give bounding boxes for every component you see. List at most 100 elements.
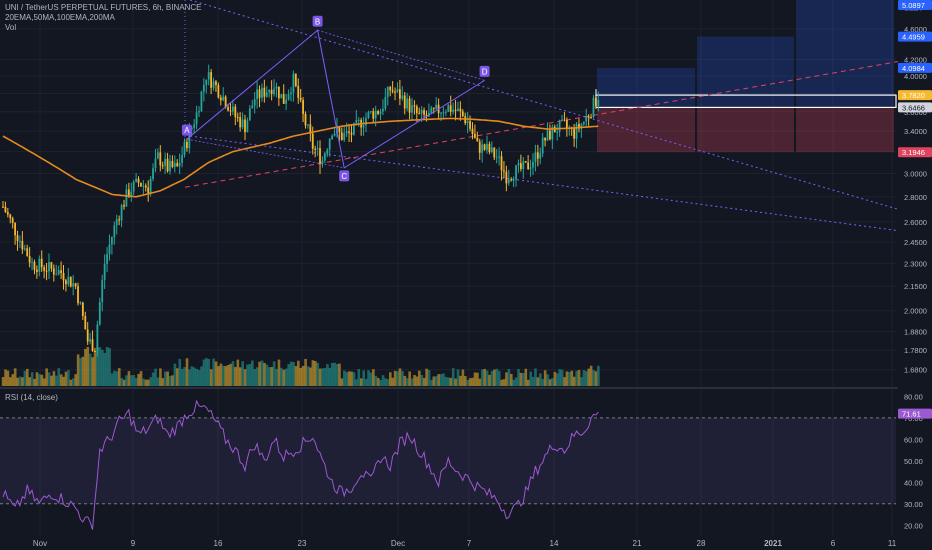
candle-body xyxy=(309,124,312,134)
volume-bar xyxy=(505,372,508,386)
price-axis[interactable]: USDT1.68001.78001.88002.00002.15002.3000… xyxy=(898,0,932,536)
volume-bar xyxy=(444,376,448,386)
candle-body xyxy=(452,109,455,112)
candle-body xyxy=(345,131,348,134)
volume-bar xyxy=(471,377,474,386)
volume-bar xyxy=(420,374,424,386)
volume-bar xyxy=(306,366,310,386)
pattern-point-badge xyxy=(312,15,323,27)
volume-bar xyxy=(391,377,395,386)
candle-body xyxy=(319,148,321,164)
price-tick-label: 4.6000 xyxy=(904,25,927,34)
volume-bar xyxy=(270,367,274,386)
volume-bar xyxy=(510,373,513,386)
volume-bar xyxy=(553,371,557,386)
volume-bar xyxy=(543,370,547,386)
price-label-bg xyxy=(898,102,932,113)
price-label-text: 3.1946 xyxy=(902,148,925,157)
volume-bar xyxy=(59,374,63,386)
candle-body xyxy=(111,237,113,245)
candle-body xyxy=(481,144,484,153)
volume-bar xyxy=(563,377,566,386)
volume-bar xyxy=(495,368,499,386)
candle-body xyxy=(597,100,600,106)
moving-average xyxy=(2,117,599,198)
volume-bar xyxy=(478,378,482,386)
pattern-ac-line xyxy=(186,138,345,169)
volume-bar xyxy=(410,378,414,386)
volume-bar xyxy=(418,370,421,386)
candle-body xyxy=(67,276,70,285)
volume-bar xyxy=(449,377,453,386)
volume-bar xyxy=(79,357,82,386)
volume-bar xyxy=(6,370,10,386)
candle-body xyxy=(200,91,203,112)
volume-bar xyxy=(214,361,218,386)
candle-body xyxy=(558,120,561,132)
volume-bar xyxy=(502,379,506,386)
candle-body xyxy=(222,96,225,101)
candle-body xyxy=(50,262,53,269)
volume-bar xyxy=(265,364,269,386)
volume-bar xyxy=(91,357,94,386)
volume-bar xyxy=(81,356,85,386)
candle-body xyxy=(273,88,275,95)
rsi-legend[interactable]: RSI (14, close) xyxy=(5,393,58,402)
candle-body xyxy=(546,130,549,141)
candle-body xyxy=(503,170,505,172)
time-tick-label: 21 xyxy=(633,539,642,548)
volume-bar xyxy=(217,366,220,386)
pattern-point-label: B xyxy=(315,17,320,26)
volume-bar xyxy=(531,376,535,386)
time-axis[interactable]: Nov 9 16 23 Dec 7 14 21 28 2021 6 11 xyxy=(0,536,932,550)
volume-bar xyxy=(328,367,332,386)
price-label-bg xyxy=(898,0,932,10)
candle-body xyxy=(495,157,498,159)
volume-bar xyxy=(577,370,581,386)
volume-bar xyxy=(30,372,34,386)
candle-body xyxy=(476,137,479,142)
candle-body xyxy=(103,264,106,280)
volume-bar xyxy=(40,374,44,386)
symbol-title[interactable]: UNI / TetherUS PERPETUAL FUTURES, 6h, BI… xyxy=(5,3,202,12)
volume-bar xyxy=(115,371,119,386)
candle-body xyxy=(323,154,326,161)
volume-bar xyxy=(367,370,370,386)
candle-body xyxy=(580,124,583,129)
candle-body xyxy=(326,149,329,155)
time-tick-label: 11 xyxy=(888,539,897,548)
candle-body xyxy=(118,219,121,221)
price-tick-label: 2.1500 xyxy=(904,282,927,291)
volume-bar xyxy=(277,359,281,386)
candle-body xyxy=(519,163,522,169)
volume-bar xyxy=(224,366,228,386)
volume-bar xyxy=(168,375,172,386)
indicators-label[interactable]: 20EMA,50MA,100EMA,200MA xyxy=(5,13,115,22)
pattern-point-badge xyxy=(181,124,192,136)
candle-body xyxy=(299,97,302,101)
volume-bar xyxy=(507,369,511,386)
candle-body xyxy=(556,131,559,133)
candle-body xyxy=(415,106,418,114)
volume-bar xyxy=(67,370,70,386)
volume-bar xyxy=(209,369,213,386)
volume-bar xyxy=(514,377,518,386)
candle-body xyxy=(471,128,474,134)
volume-bar xyxy=(447,377,450,386)
volume-bar xyxy=(570,370,574,386)
candle-body xyxy=(331,135,334,140)
candle-body xyxy=(413,105,416,107)
candle-body xyxy=(28,255,31,263)
volume-bar xyxy=(241,361,244,386)
volume-bar xyxy=(519,372,523,386)
candle-body xyxy=(154,158,157,169)
volume-bar xyxy=(335,363,339,386)
volume-bar xyxy=(258,361,261,386)
candle-body xyxy=(227,107,229,111)
volume-bar xyxy=(222,365,225,386)
volume-label[interactable]: Vol xyxy=(5,23,17,32)
volume-bar xyxy=(326,364,329,386)
candle-body xyxy=(241,119,244,128)
candle-body xyxy=(193,124,196,128)
